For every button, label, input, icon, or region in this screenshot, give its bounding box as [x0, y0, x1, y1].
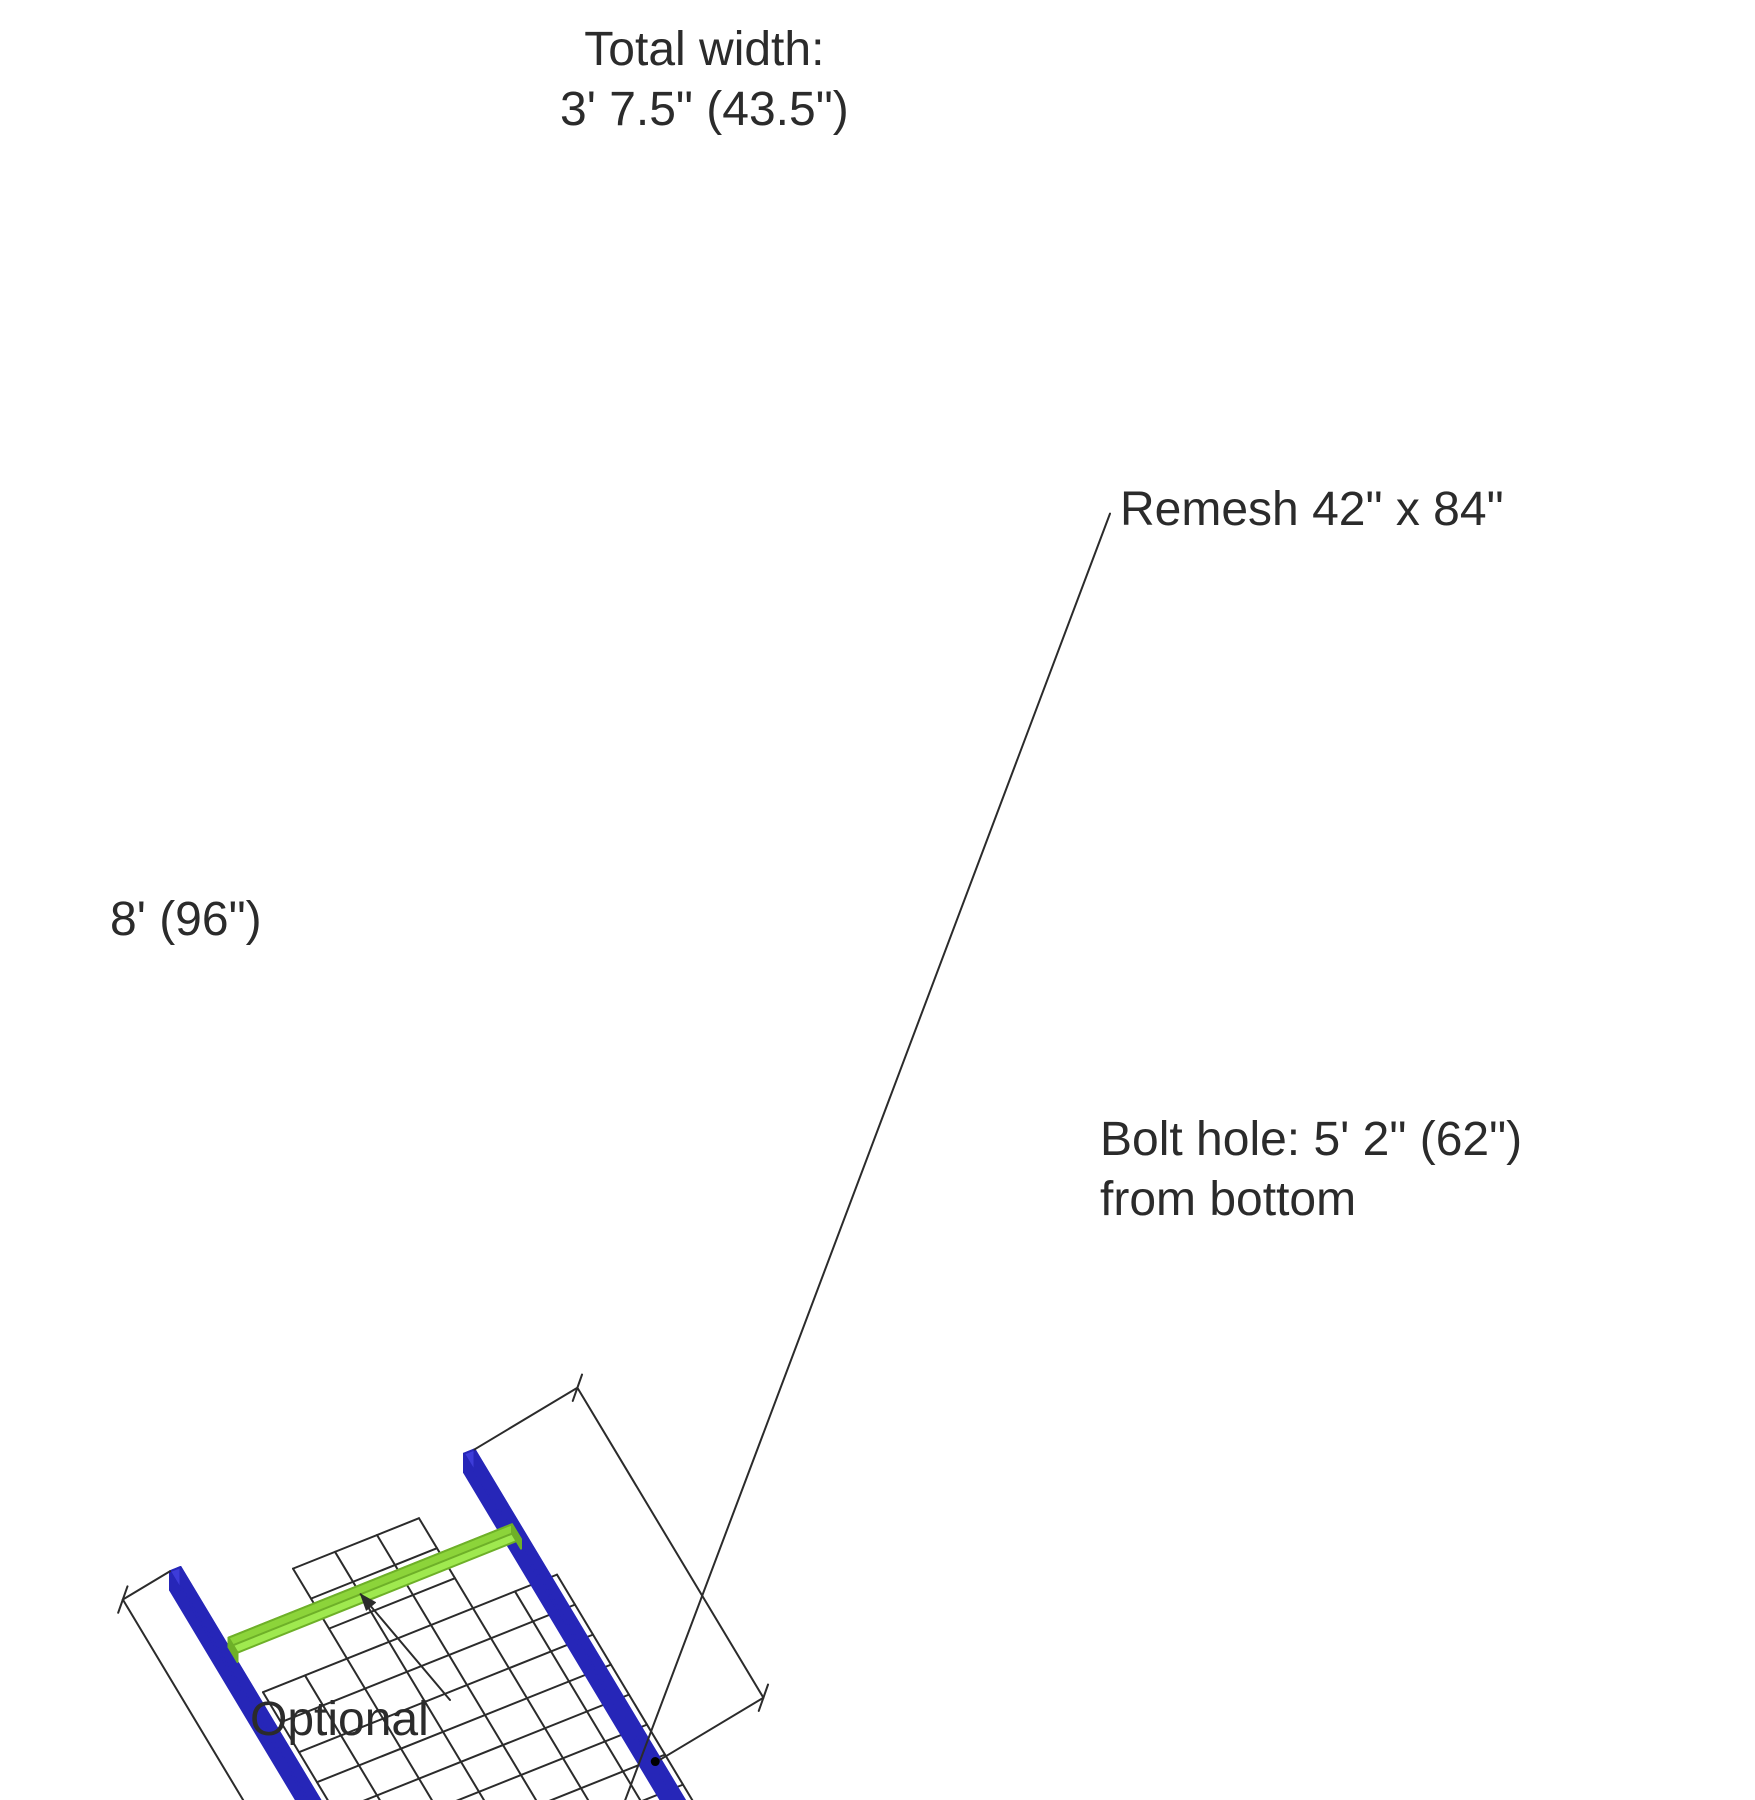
- right-rail-top: [464, 1449, 763, 1800]
- label-bolt-line2: from bottom: [1100, 1170, 1522, 1230]
- bolt-hole: [651, 1758, 659, 1766]
- label-remesh: Remesh 42" x 84": [1120, 480, 1504, 540]
- dim-bolt: [577, 1388, 763, 1698]
- diagram-svg: [0, 0, 1755, 1800]
- bottom-crossbar-front: [229, 1524, 513, 1647]
- label-total-width: Total width: 3' 7.5" (43.5"): [560, 20, 849, 140]
- label-total-width-line1: Total width:: [560, 20, 849, 80]
- label-bolt-line1: Bolt hole: 5' 2" (62"): [1100, 1110, 1522, 1170]
- diagram-stage: Total width: 3' 7.5" (43.5") 8' (96") Re…: [0, 0, 1755, 1800]
- label-total-width-line2: 3' 7.5" (43.5"): [560, 80, 849, 140]
- label-optional: Optional: [250, 1690, 429, 1750]
- label-length: 8' (96"): [110, 890, 262, 950]
- label-bolt: Bolt hole: 5' 2" (62") from bottom: [1100, 1110, 1522, 1230]
- leader-remesh: [564, 514, 1110, 1800]
